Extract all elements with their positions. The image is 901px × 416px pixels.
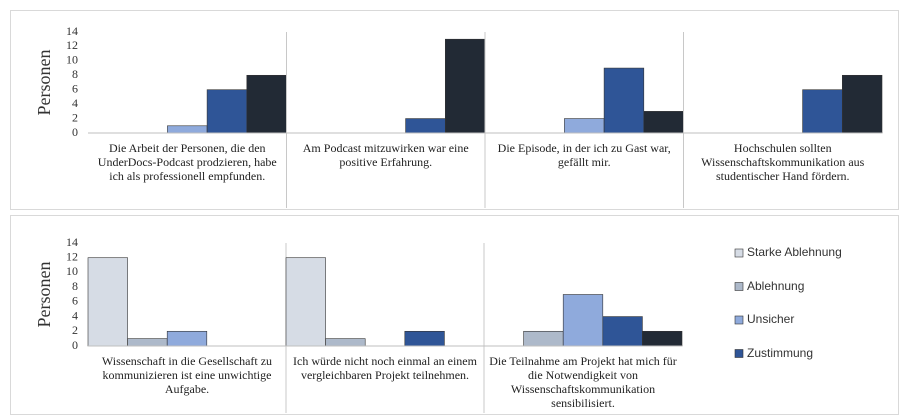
- bar: [642, 330, 683, 347]
- legend-swatch: [734, 349, 744, 358]
- y-tick-label: 0: [72, 125, 78, 139]
- bar: [564, 118, 605, 134]
- legend-label: Ablehnung: [747, 278, 805, 293]
- category-label: Am Podcast mitzuwirken war eine positive…: [302, 141, 469, 169]
- bar: [167, 125, 208, 134]
- bar: [325, 338, 366, 347]
- y-tick-label: 2: [72, 110, 78, 124]
- bar: [127, 338, 168, 347]
- chart-frame: [10, 10, 899, 210]
- bar: [246, 74, 287, 134]
- bar: [285, 257, 326, 347]
- y-tick-label: 4: [72, 96, 78, 110]
- y-tick-label: 10: [66, 264, 78, 278]
- y-tick-label: 14: [66, 24, 78, 38]
- category-label: Die Teilnahme am Projekt hat mich für di…: [489, 354, 677, 410]
- y-axis-label: Personen: [34, 50, 54, 116]
- y-tick-label: 12: [66, 38, 78, 52]
- category-label: Hochschulen sollten Wissenschaftskommuni…: [701, 141, 865, 183]
- bar: [643, 111, 684, 134]
- bar: [444, 38, 486, 134]
- category-label: Die Episode, in der ich zu Gast war, gef…: [497, 141, 671, 169]
- bar: [562, 294, 604, 347]
- legend-swatch: [734, 315, 744, 325]
- bar: [603, 67, 645, 134]
- bar: [523, 330, 564, 347]
- bar: [166, 330, 208, 347]
- bar: [405, 118, 446, 134]
- bar: [206, 89, 248, 134]
- bar: [802, 89, 843, 134]
- y-tick-label: 8: [72, 67, 78, 81]
- legend-swatch: [734, 248, 744, 258]
- legend-swatch: [734, 282, 744, 291]
- y-tick-label: 0: [72, 338, 78, 352]
- y-tick-label: 6: [72, 81, 78, 95]
- y-tick-label: 2: [72, 323, 78, 337]
- category-label: Ich würde nicht noch einmal an einem ver…: [293, 354, 477, 382]
- y-tick-label: 10: [66, 53, 78, 67]
- legend-label: Starke Ablehnung: [747, 245, 842, 259]
- y-tick-label: 4: [72, 308, 78, 322]
- legend-label: Zustimmung: [747, 345, 814, 360]
- category-label: Die Arbeit der Personen, die den UnderDo…: [97, 141, 277, 183]
- y-tick-label: 12: [66, 249, 78, 263]
- y-tick-label: 8: [72, 279, 78, 293]
- chart-frame: [10, 215, 899, 415]
- y-axis-label: Personen: [34, 262, 54, 328]
- category-label: Wissenschaft in die Gesellschaft zu komm…: [101, 354, 273, 396]
- bar: [87, 257, 128, 347]
- y-tick-label: 6: [72, 294, 78, 308]
- legend-label: Unsicher: [747, 312, 795, 326]
- bar: [841, 74, 883, 134]
- bar: [404, 330, 445, 347]
- bar: [602, 316, 643, 347]
- y-tick-label: 14: [66, 235, 78, 249]
